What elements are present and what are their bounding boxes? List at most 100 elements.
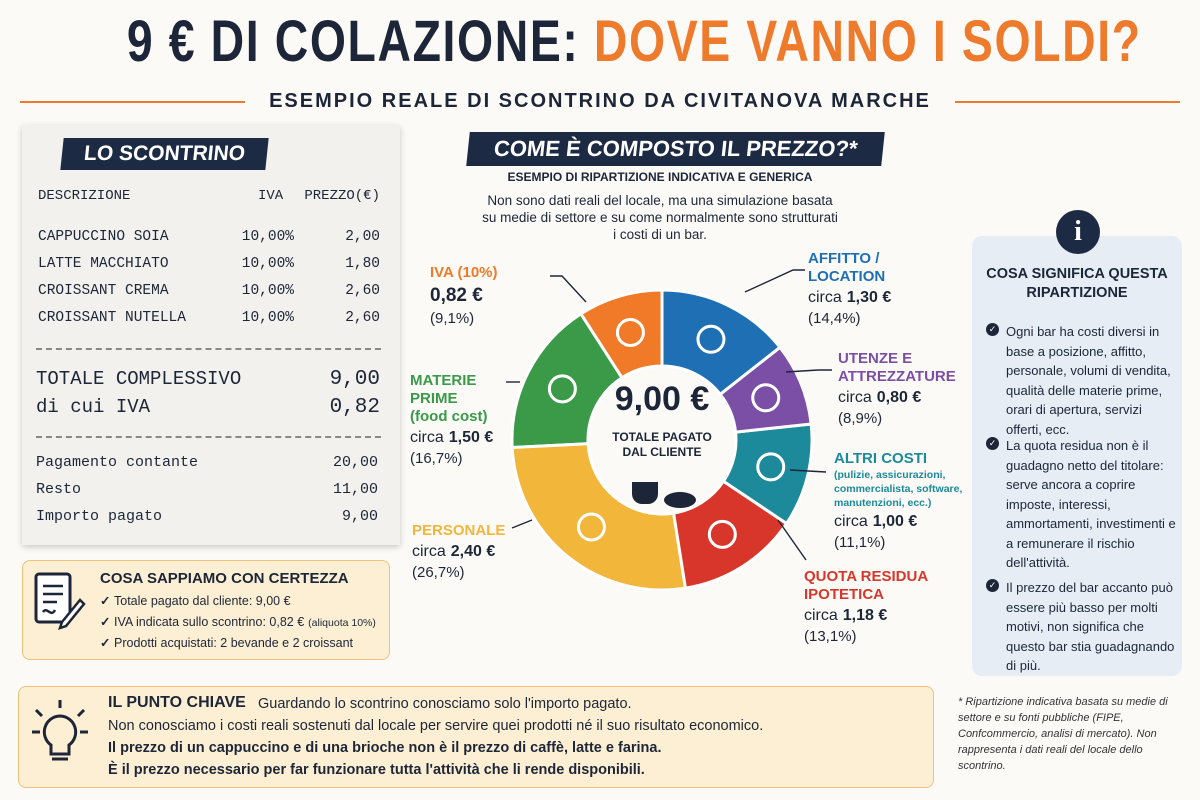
donut-segment — [660, 288, 783, 397]
payment-value: 20,00 — [332, 454, 378, 471]
segment-amount: 0,82 € — [430, 285, 560, 307]
certainty-item: ✓ Totale pagato dal cliente: 9,00 € — [100, 593, 291, 608]
amount-prefix: circa — [410, 429, 444, 446]
segment-icon — [696, 324, 726, 354]
bulb-icon — [32, 700, 88, 761]
segment-label: UTENZE E ATTREZZATURE circa 0,80 € (8,9%) — [838, 350, 988, 427]
payment-label: Importo pagato — [36, 508, 163, 525]
info-item: La quota residua non è il guadagno netto… — [1006, 438, 1176, 570]
title-text: 9 € DI COLAZIONE: DOVE VANNO I SOLDI? — [127, 8, 1142, 75]
item-vat: 10,00% — [241, 229, 294, 245]
segment-name: AFFITTO / LOCATION — [808, 250, 886, 285]
amount-prefix: circa — [412, 543, 446, 560]
donut-segment — [510, 311, 625, 450]
title-part1: 9 € DI COLAZIONE: — [126, 9, 580, 74]
center-value: 9,00 € — [615, 380, 710, 418]
segment-label: PERSONALE circa 2,40 € (26,7%) — [412, 522, 552, 581]
divider — [36, 348, 381, 350]
title-part2: DOVE VANNO I SOLDI? — [593, 9, 1142, 74]
chart-note: Non sono dati reali del locale, ma una s… — [482, 193, 838, 242]
segment-name: UTENZE E ATTREZZATURE — [838, 350, 956, 385]
donut-segment — [671, 479, 789, 590]
segment-percent: (11,1%) — [834, 534, 886, 551]
check-icon: ✓ — [986, 323, 999, 336]
rule — [955, 101, 1180, 103]
item-name: CROISSANT CREMA — [38, 283, 169, 299]
donut-segment — [721, 422, 814, 526]
document-icon — [34, 572, 86, 630]
total-value: 0,82 — [329, 396, 380, 419]
segment-percent: (26,7%) — [412, 564, 465, 581]
footnote: * Ripartizione indicativa basata su medi… — [958, 696, 1168, 772]
segment-name: ALTRI COSTI — [834, 450, 928, 467]
certainty-text: Totale pagato dal cliente: 9,00 € — [114, 594, 291, 608]
segment-percent: (8,9%) — [838, 410, 883, 427]
item-vat: 10,00% — [241, 256, 294, 272]
item-price: 1,80 — [345, 256, 380, 272]
payment-value: 9,00 — [341, 508, 378, 525]
check-icon: ✓ — [100, 615, 111, 629]
info-panel — [972, 236, 1182, 676]
segment-name: IVA (10%) — [430, 264, 498, 281]
segment-percent: (16,7%) — [410, 450, 463, 467]
item-price: 2,60 — [345, 283, 380, 299]
segment-percent: (9,1%) — [430, 310, 475, 327]
certainty-text: Prodotti acquistati: 2 bevande e 2 crois… — [114, 636, 354, 650]
segment-name: QUOTA RESIDUA IPOTETICA — [804, 568, 928, 603]
certainty-text: IVA indicata sullo scontrino: 0,82 € — [114, 615, 305, 629]
rule — [20, 101, 245, 103]
certainty-box — [22, 560, 390, 660]
column-header: DESCRIZIONE — [38, 188, 131, 204]
donut-segment — [718, 345, 813, 434]
item-name: LATTE MACCHIATO — [38, 256, 169, 272]
key-line: È il prezzo necessario per far funzionar… — [108, 762, 645, 778]
amount-prefix: circa — [834, 513, 868, 530]
check-icon: ✓ — [986, 437, 999, 450]
subtitle: ESEMPIO REALE DI SCONTRINO DA CIVITANOVA… — [269, 90, 931, 112]
amount-value: 1,18 € — [842, 607, 888, 624]
key-line: Non conosciamo i costi reali sostenuti d… — [108, 718, 764, 734]
segment-icon — [615, 318, 645, 348]
segment-icon — [751, 383, 781, 413]
item-name: CAPPUCCINO SOIA — [38, 229, 169, 245]
amount-prefix: circa — [804, 607, 838, 624]
check-icon: ✓ — [986, 579, 999, 592]
segment-note: (pulizie, assicurazioni, commercialista,… — [834, 469, 963, 509]
segment-note: (food cost) — [410, 408, 488, 425]
payment-value: 11,00 — [332, 481, 378, 498]
amount-value: 1,50 € — [448, 429, 494, 446]
segment-percent: (13,1%) — [804, 628, 857, 645]
total-label: TOTALE COMPLESSIVO — [36, 368, 242, 390]
segment-name: PERSONALE — [412, 522, 506, 539]
key-line: Guardando lo scontrino conosciamo solo l… — [258, 696, 632, 712]
chart-subtitle: ESEMPIO DI RIPARTIZIONE INDICATIVA E GEN… — [507, 170, 813, 184]
amount-value: 2,40 € — [450, 543, 496, 560]
leader-lines — [506, 269, 832, 561]
divider — [36, 436, 381, 438]
segment-icon — [547, 374, 577, 404]
item-price: 2,00 — [345, 229, 380, 245]
segment-name: MATERIE PRIME — [410, 372, 477, 407]
info-item: Il prezzo del bar accanto può essere più… — [1006, 580, 1175, 673]
segment-amount: circa 0,80 € — [838, 389, 988, 407]
check-icon: ✓ — [100, 636, 111, 650]
segment-amount: circa 2,40 € — [412, 543, 552, 561]
receipt — [22, 125, 400, 545]
key-box — [18, 686, 934, 788]
title: 9 € DI COLAZIONE: DOVE VANNO I SOLDI? — [0, 8, 1200, 75]
segment-amount: circa 1,50 € — [410, 429, 550, 447]
segment-label: IVA (10%) 0,82 € (9,1%) — [430, 264, 560, 327]
segment-amount: circa 1,18 € — [804, 607, 964, 625]
info-title: COSA SIGNIFICA QUESTA RIPARTIZIONE — [986, 266, 1168, 301]
cup-icon — [632, 482, 696, 508]
total-label: di cui IVA — [36, 396, 151, 418]
certainty-item: ✓ Prodotti acquistati: 2 bevande e 2 croi… — [100, 635, 353, 650]
segment-percent: (14,4%) — [808, 310, 861, 327]
amount-prefix: circa — [838, 389, 872, 406]
certainty-title: COSA SAPPIAMO CON CERTEZZA — [100, 570, 349, 587]
certainty-note: (aliquota 10%) — [308, 617, 376, 629]
segment-label: QUOTA RESIDUA IPOTETICA circa 1,18 € (13,1%… — [804, 568, 964, 645]
info-item: Ogni bar ha costi diversi in base a posi… — [1006, 324, 1171, 437]
